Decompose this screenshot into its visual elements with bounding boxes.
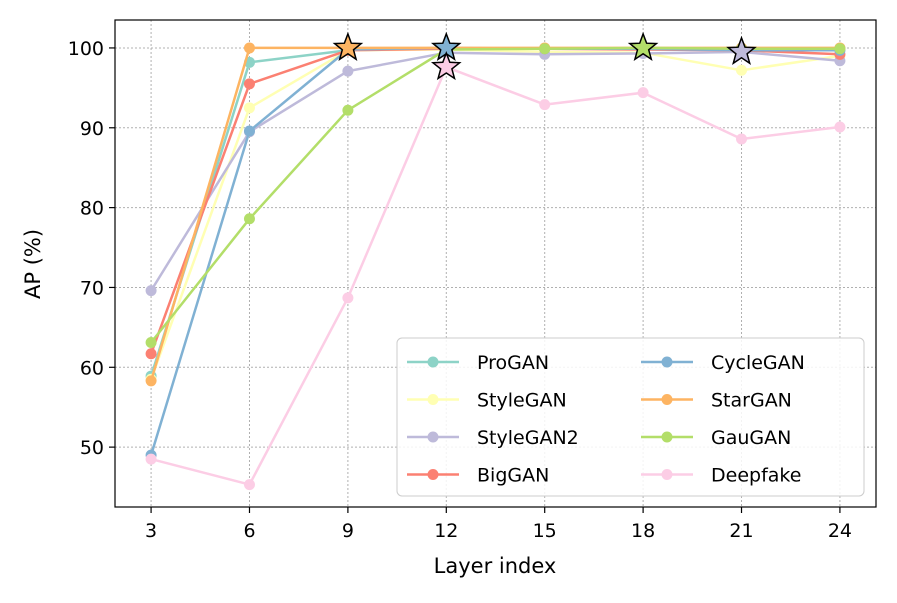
y-axis-label: AP (%): [21, 229, 45, 299]
data-point-deepfake: [834, 121, 846, 133]
y-tick-label: 80: [80, 198, 104, 220]
data-point-deepfake: [243, 479, 255, 491]
data-point-deepfake: [342, 292, 354, 304]
legend-label-deepfake: Deepfake: [711, 465, 801, 487]
series-line-deepfake: [150, 65, 841, 486]
legend-label-cyclegan: CycleGAN: [711, 352, 805, 374]
data-point-gaugan: [834, 43, 846, 55]
data-point-stylegan2: [145, 285, 157, 297]
data-point-stargan: [243, 42, 255, 54]
x-tick-label: 9: [342, 520, 354, 542]
axes: 3 6 9 12 15 18 21 24 50 60 70 80 90 100: [68, 19, 877, 542]
legend-label-biggan: BigGAN: [477, 465, 549, 487]
x-tick-label: 3: [145, 520, 157, 542]
data-point-stylegan: [243, 102, 255, 114]
data-point-gaugan: [539, 43, 551, 55]
x-tick-label: 15: [533, 520, 557, 542]
legend-marker-gaugan: [661, 431, 673, 443]
legend-marker-stargan: [661, 394, 673, 405]
data-point-deepfake: [539, 99, 551, 111]
series-line-stylegan2: [150, 50, 841, 292]
x-tick-label: 6: [243, 520, 255, 542]
plot-frame: [114, 19, 877, 508]
best-star-gaugan: [627, 31, 659, 62]
y-tick-label: 50: [80, 437, 104, 459]
data-point-deepfake: [637, 87, 649, 99]
legend-marker-deepfake: [661, 469, 673, 480]
data-point-cyclegan: [243, 125, 255, 137]
legend-label-gaugan: GauGAN: [711, 427, 791, 449]
series-line-gaugan: [150, 46, 840, 344]
data-point-stylegan2: [342, 65, 354, 77]
x-tick-label: 12: [434, 520, 458, 542]
y-tick-label: 100: [68, 38, 104, 60]
data-point-deepfake: [145, 453, 157, 465]
y-tick-label: 90: [80, 118, 104, 140]
legend-marker-progan: [427, 356, 439, 368]
y-tick-label: 70: [80, 277, 104, 299]
data-point-gaugan: [342, 104, 354, 116]
data-point-deepfake: [736, 133, 748, 145]
best-star-stylegan2: [726, 35, 757, 66]
x-tick-label: 24: [828, 520, 852, 542]
data-point-stargan: [145, 375, 157, 387]
series-line-stylegan: [149, 48, 841, 380]
legend-label-stargan: StarGAN: [711, 390, 792, 412]
best-star-deepfake: [430, 50, 462, 81]
best-star-stargan: [332, 31, 364, 62]
legend-box: [396, 337, 865, 497]
legend-label-stylegan2: StyleGAN2: [477, 427, 579, 449]
x-axis-label: Layer index: [434, 554, 557, 578]
legend-marker-stylegan: [427, 394, 439, 405]
legend-marker-stylegan2: [427, 431, 439, 443]
data-point-gaugan: [145, 337, 157, 349]
data-point-gaugan: [243, 213, 255, 225]
x-tick-label: 21: [729, 520, 753, 542]
series-line-biggan: [149, 47, 840, 355]
legend-marker-biggan: [427, 469, 439, 480]
legend-label-stylegan: StyleGAN: [477, 390, 567, 412]
legend-label-progan: ProGAN: [477, 352, 549, 374]
x-tick-label: 18: [631, 520, 655, 542]
legend-marker-cyclegan: [661, 356, 673, 368]
y-tick-label: 60: [80, 357, 104, 379]
data-point-stylegan: [736, 64, 748, 76]
data-point-biggan: [243, 78, 255, 90]
best-markers: [332, 31, 757, 81]
legend: ProGAN StyleGAN StyleGAN2 BigGAN CycleGAN Sta…: [396, 337, 865, 497]
data-point-biggan: [145, 348, 157, 360]
